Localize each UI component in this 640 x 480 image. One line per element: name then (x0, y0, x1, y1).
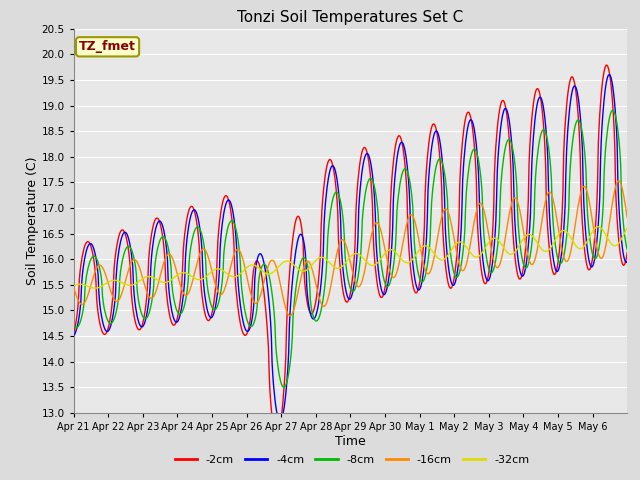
-32cm (623, 225, 631, 231)
-4cm (134, 319, 142, 324)
Text: TZ_fmet: TZ_fmet (79, 40, 136, 53)
-2cm (602, 62, 610, 68)
-16cm (408, 212, 416, 218)
-32cm (92, 285, 99, 291)
Legend: -2cm, -4cm, -8cm, -16cm, -32cm: -2cm, -4cm, -8cm, -16cm, -32cm (170, 451, 534, 469)
-2cm (408, 277, 416, 283)
-32cm (285, 259, 293, 264)
-4cm (408, 253, 416, 259)
-32cm (408, 257, 416, 263)
-16cm (286, 313, 294, 319)
-4cm (70, 333, 77, 338)
-8cm (408, 196, 416, 202)
-8cm (609, 108, 616, 113)
-8cm (439, 163, 447, 169)
-4cm (605, 72, 613, 77)
-8cm (134, 298, 142, 304)
Y-axis label: Soil Temperature (C): Soil Temperature (C) (26, 156, 38, 285)
-8cm (70, 323, 77, 329)
-32cm (439, 257, 447, 263)
Title: Tonzi Soil Temperatures Set C: Tonzi Soil Temperatures Set C (237, 10, 463, 25)
-8cm (237, 260, 244, 266)
-16cm (439, 209, 447, 215)
Line: -32cm: -32cm (74, 227, 627, 288)
Line: -4cm: -4cm (74, 74, 627, 421)
-32cm (595, 224, 602, 229)
-2cm (70, 330, 77, 336)
X-axis label: Time: Time (335, 434, 366, 448)
-32cm (264, 271, 272, 277)
-16cm (285, 312, 292, 318)
-2cm (439, 233, 447, 239)
-4cm (237, 302, 244, 308)
-4cm (264, 287, 271, 292)
Line: -8cm: -8cm (74, 110, 627, 387)
-16cm (70, 285, 77, 290)
-16cm (134, 262, 142, 268)
-8cm (264, 267, 271, 273)
-2cm (237, 320, 244, 326)
-2cm (134, 327, 142, 333)
-16cm (264, 264, 271, 270)
-4cm (276, 418, 284, 424)
-16cm (614, 178, 622, 184)
-16cm (237, 249, 244, 255)
-8cm (623, 247, 631, 252)
Line: -2cm: -2cm (74, 65, 627, 437)
-8cm (285, 366, 293, 372)
-4cm (623, 259, 631, 264)
-4cm (439, 168, 447, 174)
-2cm (264, 333, 271, 338)
-2cm (285, 272, 293, 278)
-2cm (273, 434, 280, 440)
-8cm (280, 384, 287, 390)
-4cm (285, 322, 293, 327)
-2cm (623, 250, 631, 255)
-16cm (623, 215, 631, 221)
-32cm (136, 278, 143, 284)
-32cm (70, 283, 77, 289)
-32cm (237, 270, 245, 276)
Line: -16cm: -16cm (74, 181, 627, 316)
